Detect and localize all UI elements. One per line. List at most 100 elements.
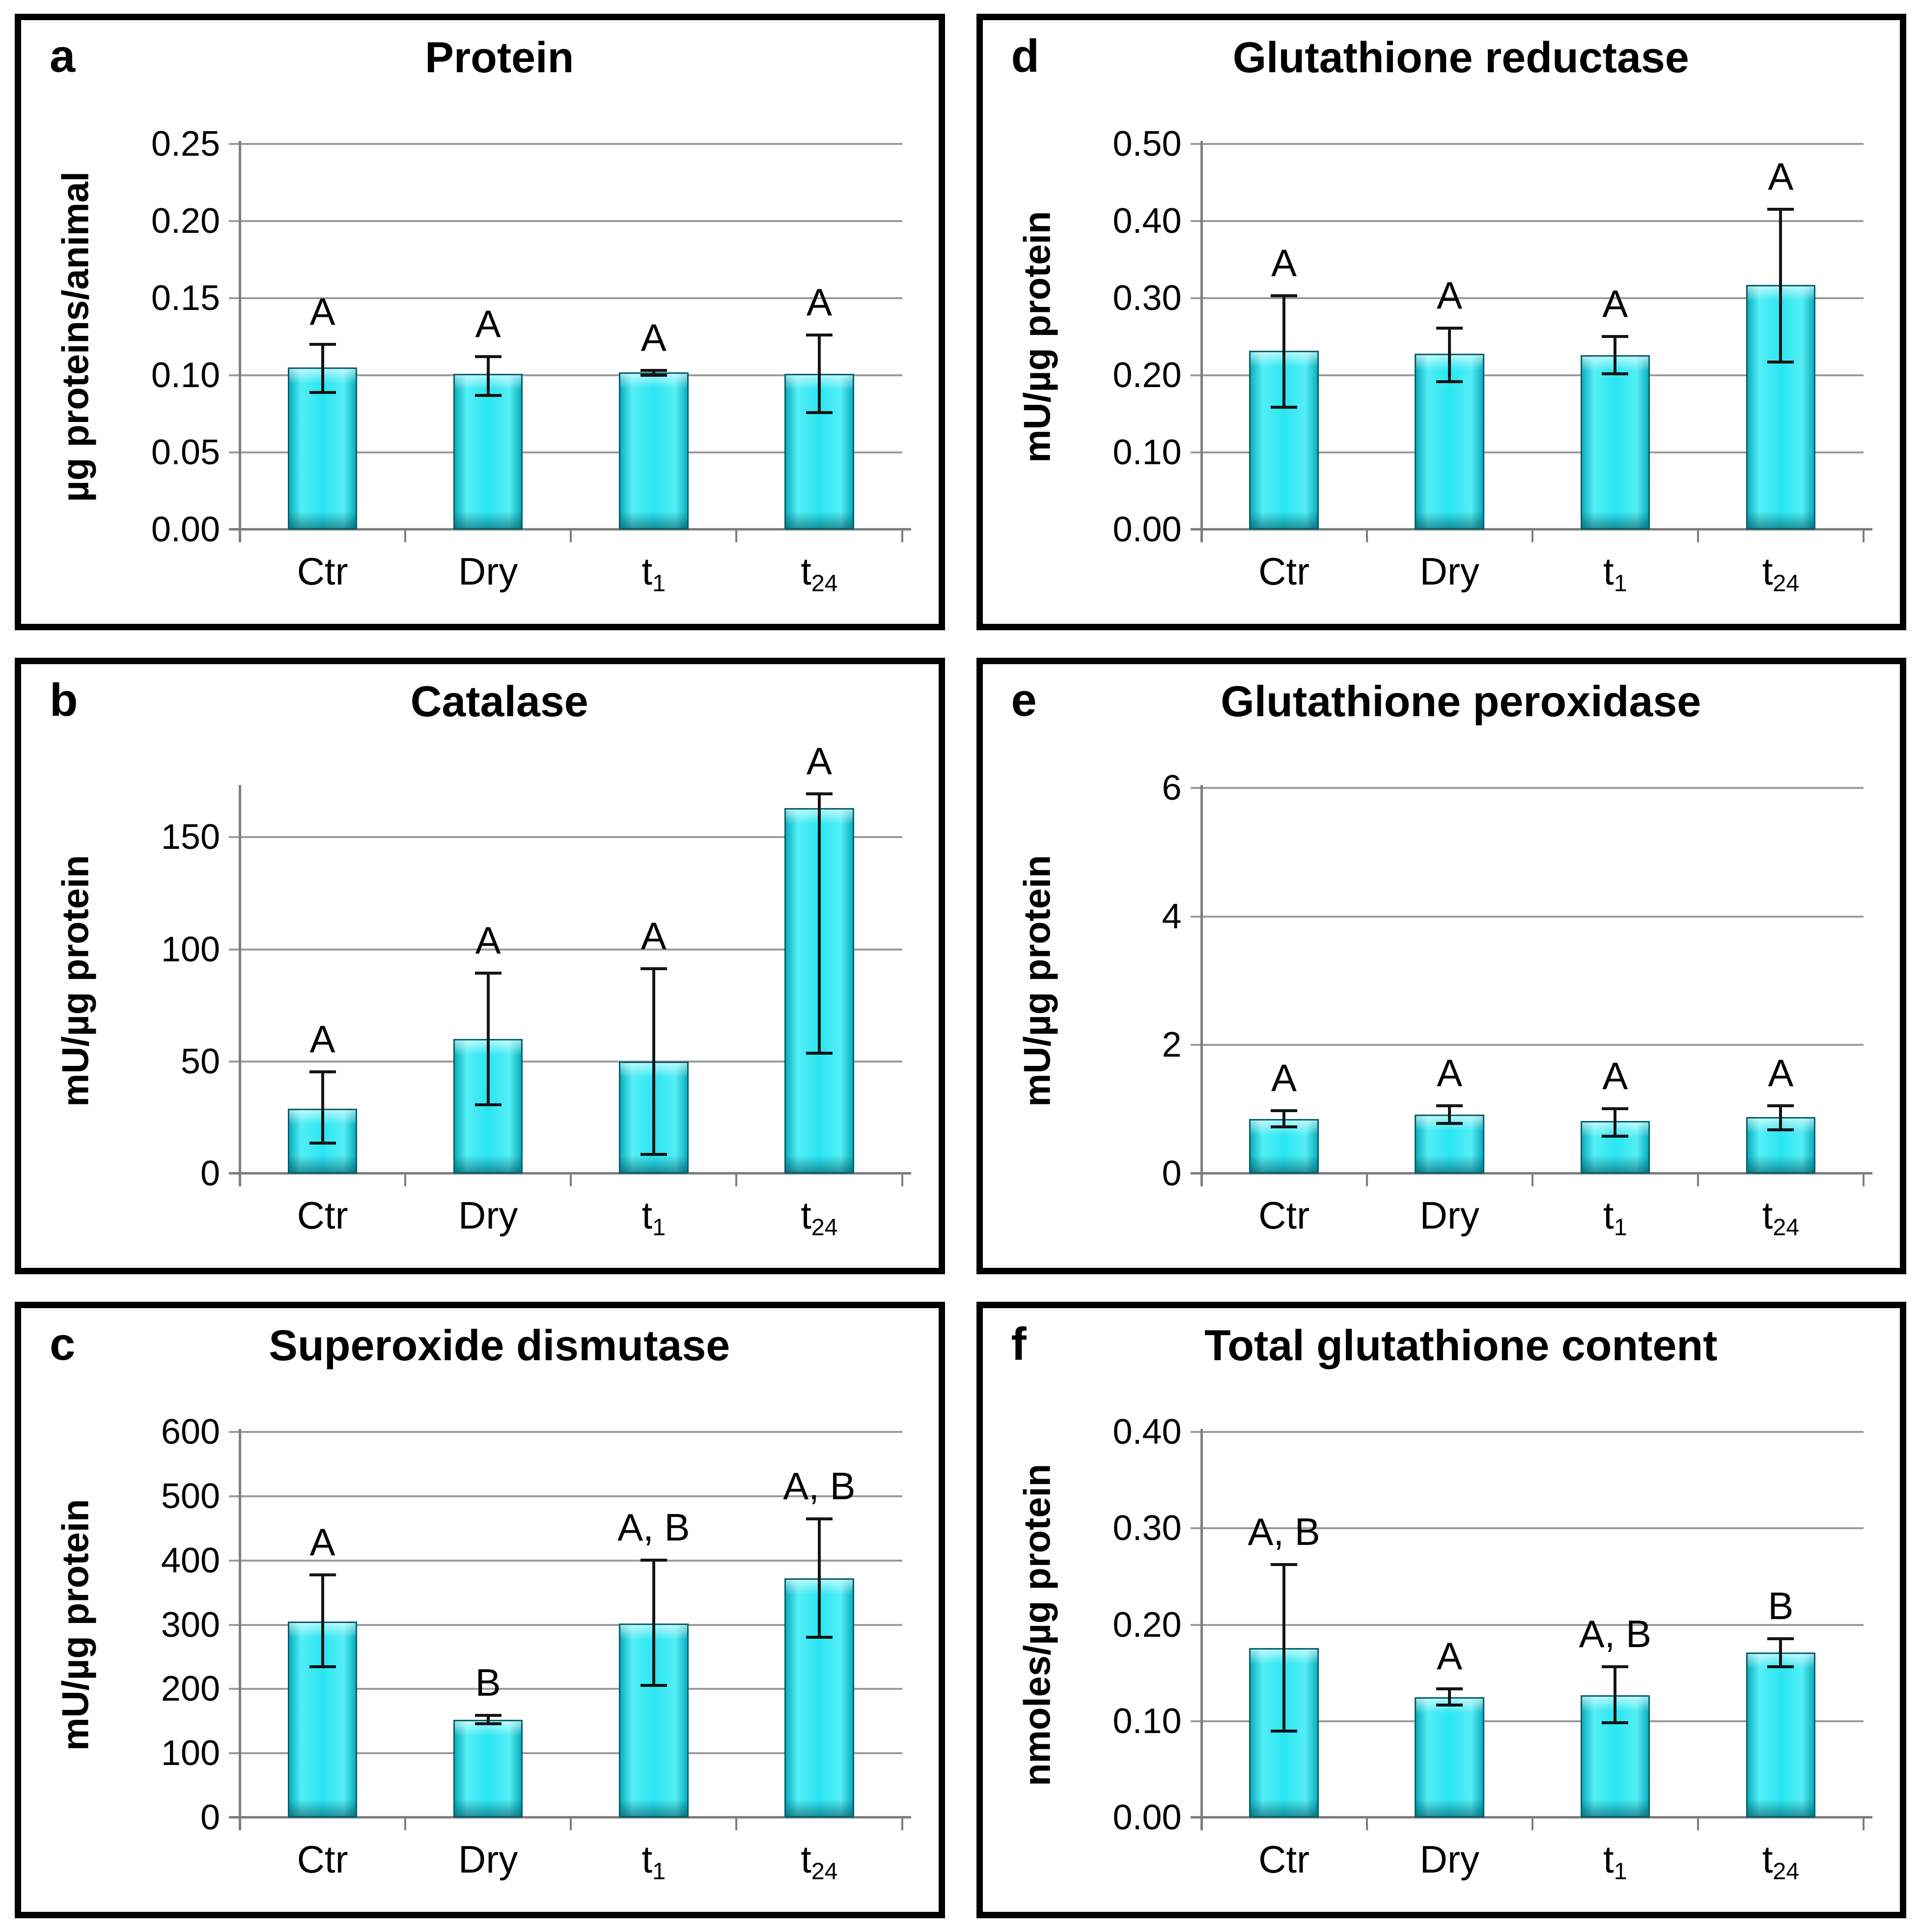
x-axis-tick bbox=[1531, 1174, 1533, 1186]
y-tick-label: 150 bbox=[161, 817, 220, 857]
y-tick-label: 0.10 bbox=[1113, 433, 1182, 472]
error-bar-upper-cap bbox=[309, 1573, 336, 1576]
error-bar-upper-cap bbox=[1271, 1563, 1298, 1566]
y-tick-label: 0.10 bbox=[1113, 1701, 1182, 1741]
y-tick-label: 400 bbox=[161, 1540, 220, 1580]
y-tick-label: 0.40 bbox=[1113, 201, 1182, 241]
y-tick-label: 0.20 bbox=[1113, 356, 1182, 395]
x-category-subscript: 24 bbox=[811, 570, 838, 597]
error-bar bbox=[1779, 1637, 1782, 1668]
y-gridline bbox=[1190, 143, 1864, 145]
error-bar-upper-cap bbox=[1602, 1665, 1629, 1668]
x-axis-tick bbox=[1863, 1818, 1865, 1830]
error-bar-lower-cap bbox=[1602, 372, 1629, 375]
x-category-label: Ctr bbox=[297, 552, 348, 590]
sig-label: A bbox=[640, 914, 667, 957]
y-tick-label: 0.00 bbox=[1113, 510, 1182, 549]
x-category-text: Ctr bbox=[297, 1194, 348, 1237]
error-bar bbox=[652, 369, 655, 377]
x-axis-line bbox=[1190, 1816, 1872, 1819]
x-category-text: Ctr bbox=[297, 550, 348, 593]
error-bar-lower-cap bbox=[1436, 1121, 1463, 1125]
y-axis-line bbox=[239, 141, 241, 542]
error-bar bbox=[1282, 294, 1286, 409]
bar bbox=[1249, 1119, 1319, 1174]
x-axis-tick bbox=[1365, 530, 1368, 542]
y-tick-label: 6 bbox=[1162, 768, 1182, 808]
x-axis-tick bbox=[1697, 1818, 1699, 1830]
x-axis-tick bbox=[404, 1174, 407, 1186]
sig-label: A bbox=[1437, 273, 1463, 317]
error-bar bbox=[486, 1714, 490, 1725]
x-category-text: t bbox=[1762, 550, 1773, 593]
error-bar-lower-cap bbox=[474, 393, 501, 397]
y-tick-label: 100 bbox=[161, 929, 220, 969]
x-category-text: Ctr bbox=[1258, 1838, 1310, 1881]
x-category-label: t1 bbox=[1603, 1840, 1627, 1883]
bar bbox=[287, 367, 358, 530]
error-bar-upper-cap bbox=[806, 792, 833, 796]
error-bar-upper-cap bbox=[640, 967, 667, 971]
x-category-text: Ctr bbox=[1258, 1194, 1310, 1237]
x-category-label: t1 bbox=[1603, 552, 1627, 595]
error-bar-lower-cap bbox=[640, 374, 667, 377]
panel-letter: c bbox=[50, 1318, 76, 1370]
sig-label: A bbox=[475, 919, 501, 962]
x-axis-line bbox=[1190, 1172, 1872, 1175]
panel-title: Total glutathione content bbox=[1204, 1321, 1718, 1370]
x-category-label: Dry bbox=[1420, 1196, 1479, 1234]
error-bar-lower-cap bbox=[640, 1152, 667, 1156]
panel-title: Glutathione reductase bbox=[1232, 33, 1689, 82]
error-bar-upper-cap bbox=[1271, 1109, 1298, 1113]
y-tick-label: 4 bbox=[1162, 896, 1182, 936]
panel-letter: f bbox=[1011, 1318, 1027, 1370]
x-axis-tick bbox=[239, 1174, 241, 1186]
error-bar-upper-cap bbox=[806, 334, 833, 337]
y-tick-label: 0.30 bbox=[1113, 279, 1182, 318]
error-bar-upper-cap bbox=[309, 343, 336, 346]
y-gridline bbox=[1190, 1527, 1864, 1530]
x-category-text: Dry bbox=[458, 550, 518, 593]
error-bar-upper-cap bbox=[1436, 327, 1463, 330]
error-bar-upper-cap bbox=[640, 1558, 667, 1562]
x-axis-tick bbox=[404, 1818, 407, 1830]
x-category-text: Dry bbox=[458, 1194, 518, 1237]
sig-label: A bbox=[806, 280, 832, 324]
error-bar bbox=[817, 1517, 821, 1639]
x-axis-tick bbox=[570, 1818, 572, 1830]
error-bar-lower-cap bbox=[1271, 1125, 1298, 1129]
error-bar-lower-cap bbox=[309, 1141, 336, 1145]
x-axis-tick bbox=[901, 530, 903, 542]
error-bar-lower-cap bbox=[309, 1665, 336, 1669]
x-category-subscript: 1 bbox=[1614, 1858, 1627, 1885]
error-bar-lower-cap bbox=[806, 411, 833, 414]
panel-title: Catalase bbox=[410, 677, 588, 726]
x-axis-tick bbox=[570, 530, 572, 542]
y-tick-label: 0.25 bbox=[151, 124, 220, 164]
y-gridline bbox=[229, 836, 902, 839]
x-axis-line bbox=[229, 528, 911, 531]
error-bar bbox=[817, 334, 821, 414]
x-category-subscript: 24 bbox=[811, 1214, 838, 1241]
y-tick-label: 0.00 bbox=[151, 510, 220, 549]
sig-label: A bbox=[1271, 1056, 1297, 1100]
y-gridline bbox=[229, 1495, 902, 1497]
error-bar bbox=[1614, 1107, 1617, 1138]
x-category-subscript: 24 bbox=[1773, 1214, 1800, 1241]
y-gridline bbox=[229, 1752, 902, 1755]
error-bar bbox=[652, 967, 655, 1156]
x-category-text: t bbox=[641, 1838, 653, 1881]
sig-label: A bbox=[309, 1520, 335, 1564]
error-bar-upper-cap bbox=[806, 1517, 833, 1521]
error-bar-lower-cap bbox=[1767, 1128, 1794, 1131]
x-axis-tick bbox=[1365, 1174, 1368, 1186]
y-gridline bbox=[229, 297, 902, 299]
x-category-text: t bbox=[1762, 1838, 1773, 1881]
y-gridline bbox=[1190, 451, 1864, 453]
x-category-label: t24 bbox=[801, 1840, 837, 1883]
y-tick-label: 0.15 bbox=[151, 279, 220, 318]
x-category-text: Dry bbox=[1420, 550, 1479, 593]
error-bar-upper-cap bbox=[640, 369, 667, 372]
